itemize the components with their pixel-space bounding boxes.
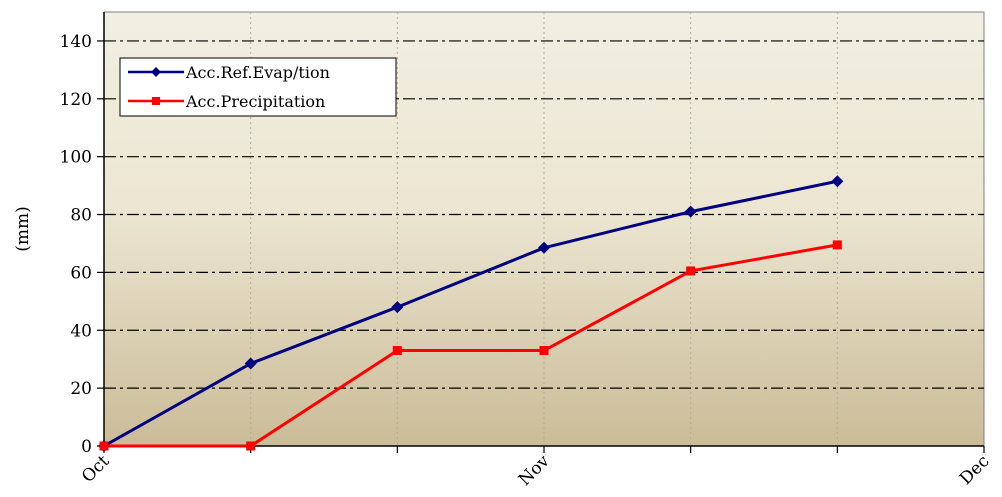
legend-label-evap: Acc.Ref.Evap/tion (185, 63, 330, 82)
series-layer (98, 175, 844, 452)
y-tick-label: 0 (81, 437, 92, 457)
data-point (538, 241, 550, 254)
y-tick-label: 80 (70, 206, 92, 226)
y-tick-label: 140 (60, 32, 92, 52)
series-line (103, 179, 838, 448)
legend-marker-evap (151, 67, 161, 77)
data-point (832, 240, 842, 250)
data-point (244, 357, 257, 370)
y-axis-title: (mm) (13, 206, 33, 252)
x-axis-ticks: Oct Nov Dec (78, 446, 994, 490)
series-1 (99, 240, 842, 451)
data-point (391, 301, 404, 314)
y-tick-label: 100 (60, 148, 92, 168)
y-axis-ticks: 0 20 40 60 80 100 120 140 (60, 32, 104, 457)
x-tick-label: Nov (515, 451, 554, 490)
y-tick-label: 20 (70, 379, 92, 399)
y-tick-label: 40 (70, 321, 92, 341)
legend: Acc.Ref.Evap/tion Acc.Precipitation (119, 57, 397, 117)
legend-label-precip: Acc.Precipitation (185, 92, 325, 111)
data-point (99, 441, 109, 451)
data-point (686, 266, 696, 276)
y-tick-label: 60 (70, 263, 92, 283)
legend-marker-precip (152, 97, 160, 105)
data-point (392, 346, 402, 356)
legend-box (119, 57, 397, 117)
data-point (539, 346, 549, 356)
data-point (684, 205, 697, 218)
data-point (246, 441, 256, 451)
vertical-gridlines (250, 12, 838, 446)
y-tick-label: 120 (60, 90, 92, 110)
series-line (104, 243, 838, 448)
data-point (831, 175, 844, 188)
x-tick-label: Dec (956, 451, 994, 489)
